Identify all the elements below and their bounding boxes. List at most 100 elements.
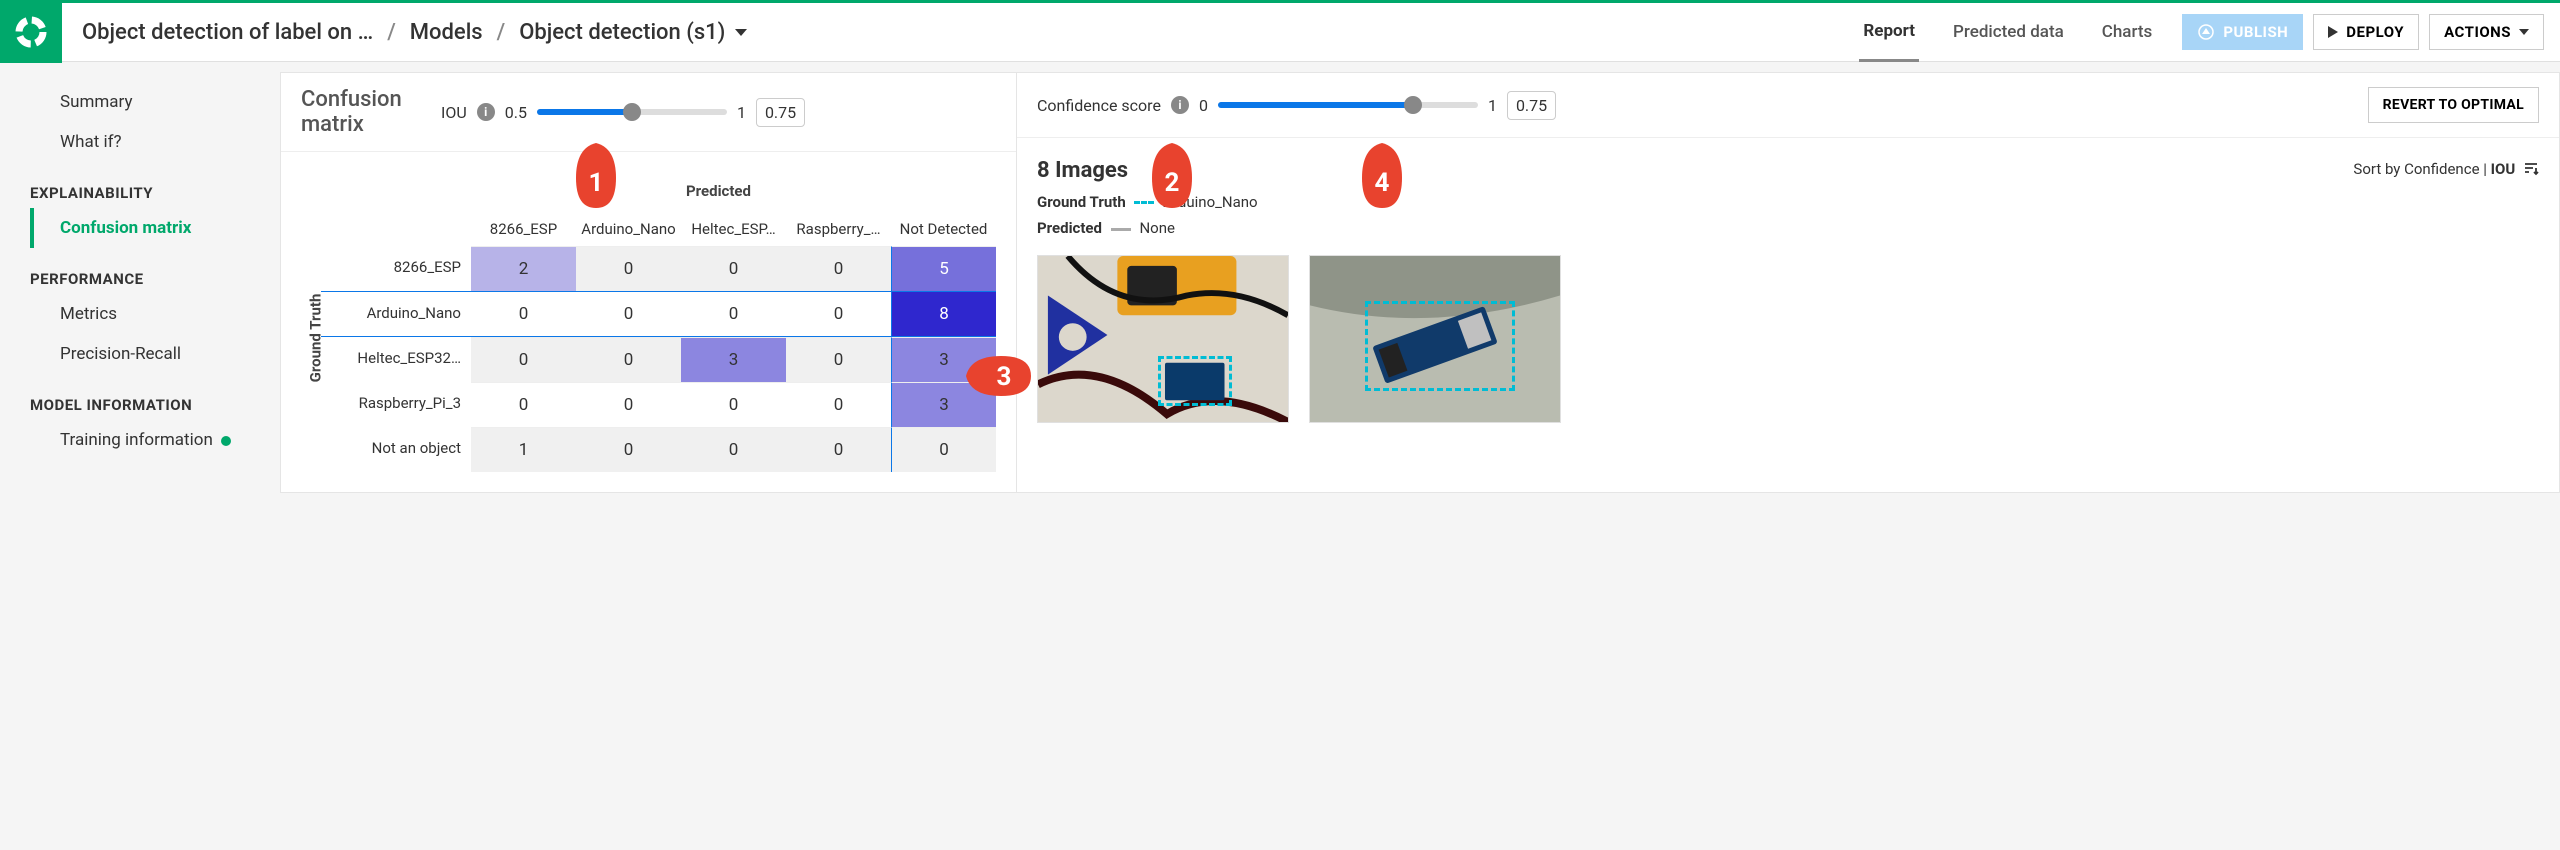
matrix-cell[interactable]: 0 [786, 246, 891, 291]
breadcrumb-model-label: Object detection (s1) [519, 20, 725, 45]
confidence-min: 0 [1199, 96, 1208, 115]
sidebar-item-confusion-matrix[interactable]: Confusion matrix [30, 208, 280, 248]
matrix-cell[interactable]: 0 [786, 291, 891, 337]
matrix-row-header[interactable]: 8266_ESP [321, 246, 471, 291]
iou-value[interactable]: 0.75 [756, 98, 805, 127]
ground-truth-line: Ground Truth Arduino_Nano [1037, 193, 2539, 211]
svg-text:4: 4 [1375, 168, 1390, 198]
callout-4: 4 [1357, 143, 1407, 213]
matrix-cell[interactable]: 0 [891, 427, 996, 472]
bounding-box [1365, 301, 1515, 391]
matrix-cell[interactable]: 0 [786, 382, 891, 427]
matrix-cell[interactable]: 3 [681, 337, 786, 382]
matrix-cell[interactable]: 0 [576, 382, 681, 427]
confidence-slider-group: Confidence score i 0 1 0.75 [1037, 91, 1556, 120]
matrix-cell[interactable]: 0 [786, 337, 891, 382]
predicted-line: Predicted None [1037, 219, 2539, 237]
sort-icon [2523, 161, 2539, 181]
iou-max: 1 [737, 103, 746, 122]
matrix-col-header[interactable]: Arduino_Nano [576, 212, 681, 246]
matrix-cell[interactable]: 2 [471, 246, 576, 291]
confidence-slider[interactable] [1218, 95, 1478, 115]
breadcrumb-model-dropdown[interactable]: Object detection (s1) [519, 20, 747, 45]
tab-charts[interactable]: Charts [2098, 4, 2157, 60]
breadcrumb-sep: / [387, 20, 396, 45]
sidebar-item-training-info[interactable]: Training information [30, 420, 280, 460]
breadcrumb-project[interactable]: Object detection of label on … [82, 20, 373, 45]
deploy-button[interactable]: DEPLOY [2313, 14, 2419, 50]
publish-label: PUBLISH [2223, 23, 2288, 41]
matrix-col-header[interactable]: Not Detected [891, 212, 996, 246]
confidence-max: 1 [1488, 96, 1497, 115]
matrix-row-header[interactable]: Arduino_Nano [321, 291, 471, 337]
sidebar-item-summary[interactable]: Summary [30, 82, 280, 122]
predicted-label: Predicted [1037, 219, 1102, 237]
sidebar-item-whatif[interactable]: What if? [30, 122, 280, 162]
matrix-cell[interactable]: 1 [471, 427, 576, 472]
matrix-cell[interactable]: 0 [681, 291, 786, 337]
matrix-col-header[interactable]: 8266_ESP [471, 212, 576, 246]
sort-iou-label: IOU [2491, 160, 2516, 178]
matrix-cell[interactable]: 0 [576, 427, 681, 472]
matrix-cell[interactable]: 0 [576, 337, 681, 382]
confusion-matrix: 8266_ESPArduino_NanoHeltec_ESP…Raspberry… [321, 212, 996, 472]
matrix-cell[interactable]: 0 [471, 382, 576, 427]
image-thumbnail[interactable] [1309, 255, 1561, 423]
confidence-value[interactable]: 0.75 [1507, 91, 1556, 120]
matrix-cell[interactable]: 0 [786, 427, 891, 472]
breadcrumb-sep: / [497, 20, 506, 45]
matrix-row-header[interactable]: Not an object [321, 427, 471, 472]
info-icon[interactable]: i [1171, 96, 1189, 114]
sidebar-section-explainability: EXPLAINABILITY [30, 162, 280, 208]
matrix-cell[interactable]: 0 [681, 382, 786, 427]
breadcrumb: Object detection of label on … / Models … [62, 20, 1849, 45]
tab-report[interactable]: Report [1859, 3, 1919, 62]
tab-predicted-data[interactable]: Predicted data [1949, 4, 2068, 60]
sidebar: Summary What if? EXPLAINABILITY Confusio… [0, 62, 280, 493]
matrix-cell[interactable]: 0 [576, 246, 681, 291]
confusion-matrix-panel: Confusion matrix IOU i 0.5 1 0.75 Predic… [280, 72, 1016, 493]
bounding-box [1158, 356, 1232, 406]
chevron-down-icon [2519, 29, 2529, 35]
callout-3: 3 [966, 351, 1036, 401]
matrix-cell[interactable]: 0 [471, 337, 576, 382]
sidebar-item-label: Training information [60, 430, 213, 450]
callout-2: 2 [1147, 143, 1197, 213]
publish-button[interactable]: PUBLISH [2182, 14, 2303, 50]
confidence-label: Confidence score [1037, 96, 1161, 115]
matrix-cell[interactable]: 0 [681, 246, 786, 291]
matrix-col-header[interactable]: Heltec_ESP… [681, 212, 786, 246]
matrix-cell[interactable]: 5 [891, 246, 996, 291]
svg-text:1: 1 [589, 168, 604, 198]
iou-label: IOU [441, 103, 467, 122]
panel-title: Confusion matrix [301, 87, 421, 137]
sidebar-item-metrics[interactable]: Metrics [30, 294, 280, 334]
logo[interactable] [0, 1, 62, 63]
matrix-cell[interactable]: 8 [891, 291, 996, 337]
matrix-col-header[interactable]: Raspberry_… [786, 212, 891, 246]
info-icon[interactable]: i [477, 103, 495, 121]
sort-prefix: Sort by Confidence | [2353, 160, 2490, 178]
callout-1: 1 [571, 143, 621, 213]
svg-text:3: 3 [997, 362, 1012, 392]
axis-ground-truth-label: Ground Truth [306, 293, 324, 382]
predicted-value: None [1139, 219, 1175, 237]
images-count: 8 Images [1037, 158, 1128, 183]
revert-to-optimal-button[interactable]: REVERT TO OPTIMAL [2368, 87, 2539, 123]
actions-dropdown[interactable]: ACTIONS [2429, 14, 2544, 50]
svg-text:2: 2 [1165, 168, 1180, 198]
iou-slider[interactable] [537, 102, 727, 122]
axis-predicted-label: Predicted [441, 182, 996, 200]
matrix-row-header[interactable]: Raspberry_Pi_3 [321, 382, 471, 427]
sidebar-section-model-info: MODEL INFORMATION [30, 374, 280, 420]
sidebar-item-precision-recall[interactable]: Precision-Recall [30, 334, 280, 374]
status-dot-icon [221, 436, 231, 446]
breadcrumb-section[interactable]: Models [410, 20, 483, 45]
image-thumbnail[interactable] [1037, 255, 1289, 423]
matrix-cell[interactable]: 0 [681, 427, 786, 472]
publish-icon [2197, 23, 2215, 41]
matrix-cell[interactable]: 0 [576, 291, 681, 337]
sort-control[interactable]: Sort by Confidence | IOU [2353, 160, 2539, 180]
matrix-cell[interactable]: 0 [471, 291, 576, 337]
matrix-row-header[interactable]: Heltec_ESP32… [321, 337, 471, 382]
